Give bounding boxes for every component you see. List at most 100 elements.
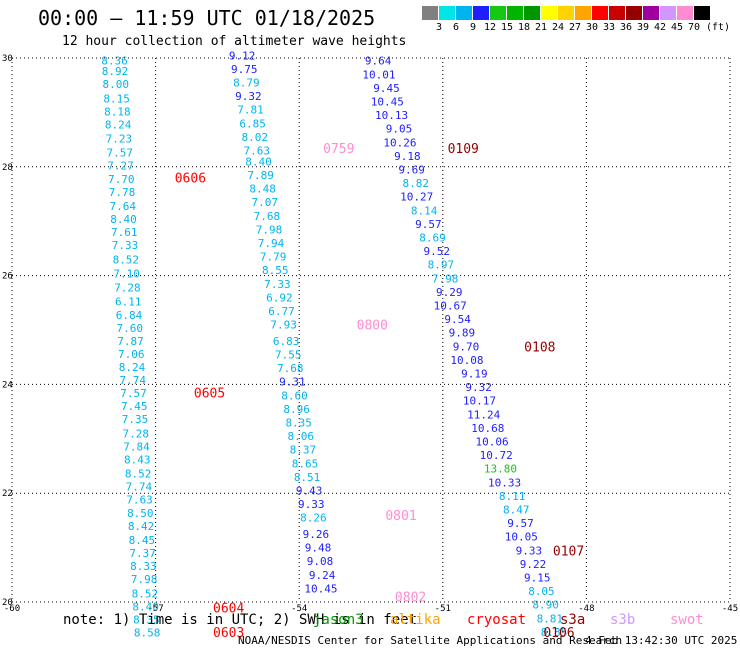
wave-height-value: 7.28 [114,282,141,295]
satellite-label-altika: altika [390,612,441,628]
wave-height-value: 8.35 [133,613,160,626]
pass-time-label: 0802 [395,591,426,606]
lon-tick-label: -51 [435,604,451,614]
wave-height-value: 9.32 [465,381,492,394]
wave-height-value: 8.37 [290,444,317,457]
legend-tick-label: 36 [620,22,633,33]
satellite-label-s3a: s3a [560,612,586,628]
wave-height-value: 7.98 [256,223,283,236]
wave-height-value: 7.10 [113,267,140,280]
wave-height-value: 7.70 [108,173,135,186]
wave-height-value: 7.06 [118,348,145,361]
legend-swatch [592,6,609,20]
wave-height-value: 9.32 [235,90,262,103]
pass-time-label: 0106 [543,626,574,641]
wave-height-value: 8.45 [129,534,156,547]
wave-height-value: 7.89 [247,169,274,182]
wave-height-value: 8.65 [292,457,319,470]
legend-swatch [660,6,677,20]
pass-time-label: 0605 [194,387,225,402]
wave-height-value: 8.33 [130,560,157,573]
wave-height-value: 8.81 [537,612,564,625]
wave-height-value: 11.24 [467,408,500,421]
pass-time-label: 0801 [385,509,416,524]
legend-tick-label: 45 [671,22,684,33]
wave-height-value: 8.42 [128,520,155,533]
wave-height-value: 9.12 [229,49,256,62]
wave-height-value: 7.98 [131,573,158,586]
wave-height-value: 8.35 [285,416,312,429]
lon-tick-label: -54 [291,604,307,614]
wave-height-value: 7.81 [237,104,264,117]
wave-height-value: 8.26 [300,512,327,525]
legend-tick-label: 70 [688,22,701,33]
wave-height-value: 7.27 [107,160,134,173]
footer-date: 4 Feb 13:42:30 UTC 2025 [585,634,738,647]
wave-height-value: 7.98 [432,272,459,285]
wave-height-value: 6.11 [115,296,142,309]
wave-height-value: 7.64 [110,200,137,213]
wave-height-value: 8.14 [411,204,438,217]
pass-time-label: 0800 [357,319,388,334]
legend-tick-label: 6 [453,22,460,33]
wave-height-value: 8.40 [132,600,159,613]
pass-time-label: 0603 [213,626,244,641]
satellite-label-swot: swot [670,612,704,628]
wave-height-value: 9.22 [520,558,547,571]
legend-tick-label: 12 [484,22,497,33]
wave-height-value: 6.92 [266,291,293,304]
wave-height-value: 10.72 [480,449,513,462]
wave-height-value: 8.69 [419,232,446,245]
wave-height-value: 8.36 [101,55,128,68]
wave-height-value: 13.80 [484,463,517,476]
lat-tick-label: 26 [2,272,13,282]
wave-height-value: 8.11 [499,490,526,503]
wave-height-value: 7.74 [119,374,146,387]
pass-time-label: 0109 [448,142,479,157]
wave-height-value: 7.28 [123,427,150,440]
wave-height-value: 8.51 [294,471,321,484]
wave-height-value: 8.02 [241,131,268,144]
wave-height-value: 7.37 [129,547,156,560]
wave-height-value: 7.55 [275,348,302,361]
legend-value-labels: 3 6 9 12 15 18 21 24 27 30 33 36 39 42 45 70 (ft) [422,20,730,33]
legend-tick-label: 21 [535,22,548,33]
lat-tick-label: 24 [2,380,13,390]
wave-height-value: 8.18 [104,105,131,118]
wave-height-value: 9.29 [436,286,463,299]
legend-tick-label: 30 [586,22,599,33]
legend-swatch [541,6,558,20]
wave-height-value: 8.24 [105,118,132,131]
legend-tick-label: 33 [603,22,616,33]
wave-height-value: 9.64 [365,55,392,68]
wave-height-value: 7.07 [252,196,279,209]
legend-swatch [609,6,626,20]
wave-height-value: 6.85 [239,117,266,130]
wave-height-value: 9.75 [231,63,258,76]
wave-height-value: 9.43 [296,484,323,497]
wave-height-value: 9.19 [461,368,488,381]
wave-height-value: 7.79 [260,251,287,264]
wave-height-value: 9.26 [303,528,330,541]
satellite-label-cryosat: cryosat [467,612,527,628]
note-text: note: 1) Time is in UTC; 2) SWH is in fe… [63,612,418,628]
wave-height-value: 9.54 [444,313,471,326]
wave-height-value: 10.33 [488,476,521,489]
wave-height-value: 7.84 [123,440,150,453]
legend-swatch [575,6,592,20]
wave-height-value: 9.33 [298,498,325,511]
wave-height-value: 8.15 [103,92,130,105]
wave-height-value: 6.83 [273,335,300,348]
legend-swatch [490,6,507,20]
wave-height-value: 10.45 [304,582,337,595]
wave-height-value: 7.23 [106,133,133,146]
pass-time-label: 0108 [524,340,555,355]
wave-height-value: 9.57 [415,218,442,231]
legend-color-swatches [422,6,711,20]
wave-height-value: 7.78 [109,186,136,199]
wave-height-value: 8.50 [127,507,154,520]
wave-height-value: 7.68 [254,210,281,223]
wave-height-value: 9.15 [524,572,551,585]
wave-height-value: 8.40 [110,213,137,226]
